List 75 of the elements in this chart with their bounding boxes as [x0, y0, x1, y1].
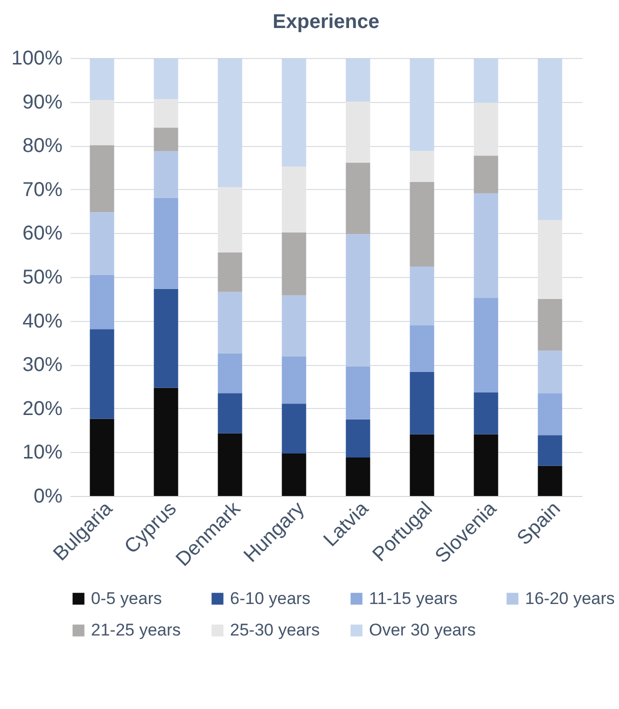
bar	[218, 187, 242, 252]
bar	[474, 156, 498, 194]
y-tick-label: 100%	[11, 48, 63, 70]
bar	[90, 100, 114, 146]
bar	[90, 212, 114, 275]
bar	[346, 419, 370, 458]
legend-label: 6-10 years	[230, 588, 310, 608]
y-tick-label: 90%	[22, 91, 63, 114]
legend-label: 11-15 years	[369, 588, 458, 608]
bar	[218, 393, 242, 434]
bar	[218, 292, 242, 354]
bar	[346, 162, 370, 234]
y-tick-label: 60%	[22, 222, 63, 245]
bar	[538, 435, 562, 466]
bar	[538, 58, 562, 220]
bar	[154, 151, 178, 198]
bar	[218, 252, 242, 292]
bar	[282, 404, 306, 454]
y-tick-label: 80%	[22, 135, 63, 158]
bar	[282, 356, 306, 404]
bar	[154, 198, 178, 289]
bar	[282, 454, 306, 496]
y-tick-label: 0%	[34, 486, 63, 508]
bar	[410, 58, 434, 151]
bar	[218, 58, 242, 188]
bar	[282, 166, 306, 232]
bar	[154, 288, 178, 388]
bar	[538, 298, 562, 351]
bar	[346, 102, 370, 163]
bar	[154, 388, 178, 496]
bar	[410, 325, 434, 372]
bar	[410, 266, 434, 326]
bar	[410, 182, 434, 266]
bar	[90, 58, 114, 100]
bar	[474, 434, 498, 496]
bar	[538, 220, 562, 299]
bar	[474, 298, 498, 392]
bar	[538, 466, 562, 496]
bar	[90, 274, 114, 330]
legend-label: 0-5 years	[91, 588, 162, 608]
legend-label: 25-30 years	[230, 620, 320, 640]
bar	[282, 232, 306, 296]
bar	[474, 392, 498, 434]
bar	[282, 58, 306, 167]
bar	[218, 353, 242, 394]
bar	[410, 150, 434, 182]
bar	[346, 457, 370, 496]
bar	[90, 329, 114, 419]
legend-label: Over 30 years	[369, 620, 476, 640]
chart-title: Experience	[272, 11, 380, 33]
bar	[474, 102, 498, 156]
y-tick-label: 10%	[22, 442, 63, 464]
bar	[154, 99, 178, 128]
y-tick-label: 40%	[22, 310, 63, 332]
bar	[410, 372, 434, 434]
bar	[218, 433, 242, 496]
bar	[90, 145, 114, 212]
bar	[474, 193, 498, 298]
bar	[538, 350, 562, 394]
bar	[410, 434, 434, 496]
y-tick-label: 20%	[22, 398, 63, 420]
bar	[346, 234, 370, 366]
bar	[538, 393, 562, 436]
legend-label: 21-25 years	[91, 620, 181, 640]
bar	[154, 128, 178, 152]
bar	[282, 295, 306, 356]
bar	[90, 418, 114, 496]
y-tick-label: 30%	[22, 354, 63, 376]
y-tick-label: 70%	[22, 178, 63, 201]
bar	[154, 58, 178, 100]
bar	[346, 366, 370, 420]
bar	[474, 58, 498, 103]
y-tick-label: 50%	[22, 266, 63, 288]
legend-label: 16-20 years	[525, 588, 615, 608]
bar	[346, 58, 370, 102]
